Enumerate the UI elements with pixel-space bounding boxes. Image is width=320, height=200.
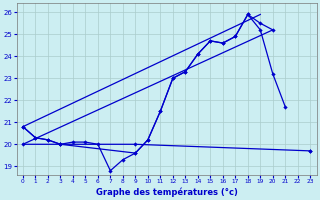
X-axis label: Graphe des températures (°c): Graphe des températures (°c) [96, 187, 237, 197]
